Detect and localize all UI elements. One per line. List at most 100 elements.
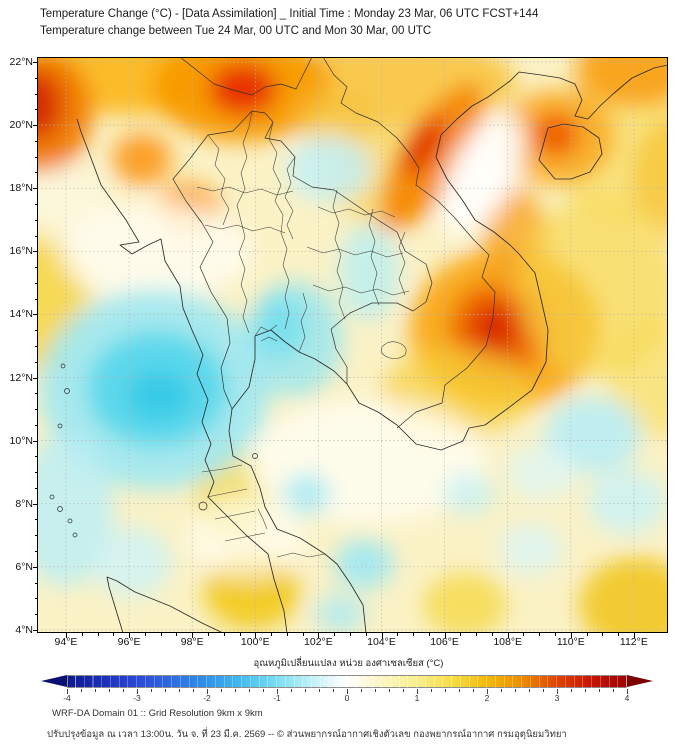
map-area [37,57,668,633]
colorbar-tick-label: 2 [484,693,490,703]
lon-tick-label: 104°E [367,636,396,648]
footer-domain-info: WRF-DA Domain 01 :: Grid Resolution 9km … [52,708,263,719]
lat-tick-label: 22°N [9,56,33,68]
colorbar-tick [557,689,558,694]
lat-tick-label: 12°N [9,371,33,384]
lat-tick [34,267,37,269]
colorbar-tick [361,689,362,692]
lat-tick [34,456,37,458]
lat-tick [34,140,37,142]
colorbar-tick [529,689,530,692]
lon-tick [570,633,572,638]
lon-tick [318,633,320,638]
colorbar: -4 -3 -2 -1 0 1 2 3 4 [40,672,657,706]
lon-tick [618,633,620,636]
lon-tick [255,633,257,638]
lon-tick [286,633,288,636]
lat-tick [34,235,37,237]
map-title-line2: Temperature change between Tue 24 Mar, 0… [40,25,432,37]
colorbar-tick [585,689,586,692]
lat-tick [34,345,37,347]
colorbar-tick [277,689,278,694]
lat-tick [34,535,37,537]
lat-tick-label: 20°N [9,119,33,132]
colorbar-label: อุณหภูมิเปลี่ยนแปลง หน่วย องศาเซลเซียส (… [253,658,444,669]
colorbar-tick [165,689,166,692]
lat-tick [34,361,37,363]
lon-tick [381,633,383,638]
colorbar-tick [347,689,348,694]
lon-tick [491,633,493,636]
lon-tick [444,633,446,638]
lon-tick [160,633,162,636]
colorbar-tick [291,689,292,692]
lat-tick [34,93,37,95]
colorbar-tick-label: -1 [273,693,281,703]
colorbar-tick-label: 0 [344,693,350,703]
colorbar-tick [305,689,306,692]
colorbar-tick [627,689,628,694]
lon-tick [397,633,399,636]
colorbar-tick [109,689,110,692]
lon-tick-label: 106°E [430,636,459,648]
colorbar-tick [445,689,446,692]
footer-update-info: ปรับปรุงข้อมูล ณ เวลา 13:00น. วัน จ. ที่… [47,729,567,740]
lat-tick [34,203,37,205]
lon-tick [539,633,541,636]
lon-tick [523,633,525,636]
lon-tick-label: 110°E [556,636,585,648]
lon-tick-label: 108°E [493,636,523,648]
lon-tick [602,633,604,636]
lon-tick [81,633,83,636]
colorbar-tick-label: 4 [624,693,630,703]
lat-tick [34,598,37,600]
colorbar-tick-label: -2 [203,693,211,703]
colorbar-tick-label: -3 [133,693,141,703]
colorbar-right-arrow-icon [627,675,653,687]
lon-tick [207,633,209,636]
lon-tick-label: 100°E [240,636,270,648]
colorbar-tick [151,689,152,692]
lon-tick [413,633,415,636]
lat-tick-label: 18°N [9,182,33,195]
colorbar-tick [501,689,502,692]
lon-tick-label: 102°E [304,636,333,648]
colorbar-tick-label: -4 [63,693,71,703]
lon-tick [460,633,462,636]
lat-tick [34,77,37,79]
lat-tick [32,188,37,190]
lon-tick-label: 98°E [180,636,204,648]
lon-tick [555,633,557,636]
colorbar-tick [263,689,264,692]
map-title-line1: Temperature Change (°C) - [Data Assimila… [40,8,539,20]
lat-tick [34,330,37,332]
lon-tick [239,633,241,636]
lon-tick [113,633,115,636]
colorbar-tick [473,689,474,692]
lat-tick [32,314,37,316]
lat-tick-label: 4°N [15,623,33,636]
lat-tick [34,172,37,174]
colorbar-tick [81,689,82,692]
lon-tick [271,633,273,636]
lon-tick [428,633,430,636]
lat-tick [32,377,37,379]
lat-tick [32,440,37,442]
colorbar-tick [249,689,250,692]
lon-tick [633,633,635,638]
lon-tick [349,633,351,636]
lat-tick [34,551,37,553]
lat-tick [34,582,37,584]
colorbar-tick [193,689,194,692]
colorbar-tick [375,689,376,692]
lat-tick [34,487,37,489]
lon-tick-label: 96°E [117,636,141,648]
lat-tick [32,125,37,127]
lon-tick [192,633,194,638]
lat-tick-label: 8°N [15,497,33,510]
colorbar-tick [389,689,390,692]
lon-tick [66,633,67,638]
lat-tick [34,472,37,474]
lat-tick-label: 6°N [15,560,33,573]
